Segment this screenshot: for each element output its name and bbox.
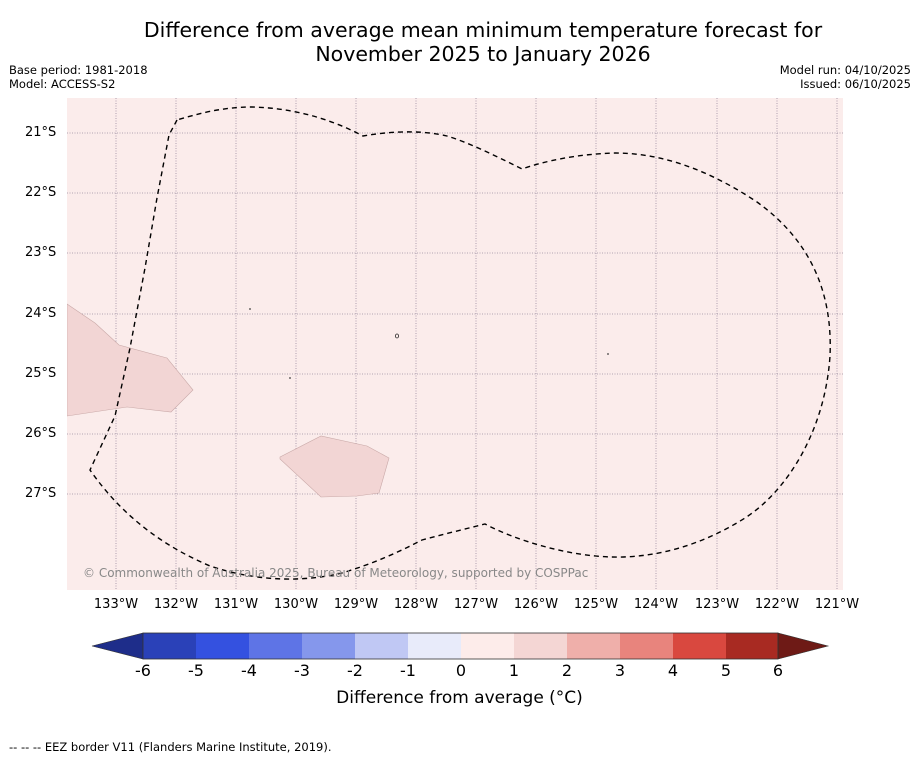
colorbar-seg-m5-m4 xyxy=(196,633,249,659)
cb-tick-m4: -4 xyxy=(241,661,257,680)
lon-label-131: 131°W xyxy=(213,597,259,612)
map-panel[interactable] xyxy=(66,98,843,590)
lon-label-129: 129°W xyxy=(333,597,379,612)
eez-legend: -- -- -- EEZ border V11 (Flanders Marine… xyxy=(9,740,332,754)
meta-left: Base period: 1981-2018 Model: ACCESS-S2 xyxy=(9,63,148,91)
lon-label-121: 121°W xyxy=(814,597,860,612)
lon-label-124: 124°W xyxy=(633,597,679,612)
colorbar-svg xyxy=(91,632,830,660)
lon-label-125: 125°W xyxy=(573,597,619,612)
lat-label-23: 23°S xyxy=(25,245,57,260)
lon-label-132: 132°W xyxy=(153,597,199,612)
lon-label-127: 127°W xyxy=(453,597,499,612)
cb-tick-6: 6 xyxy=(772,661,784,680)
cb-tick-m1: -1 xyxy=(400,661,416,680)
lon-label-123: 123°W xyxy=(694,597,740,612)
meta-right: Model run: 04/10/2025 Issued: 06/10/2025 xyxy=(780,63,911,91)
lat-label-21: 21°S xyxy=(25,125,57,140)
lon-label-128: 128°W xyxy=(393,597,439,612)
title-line-1: Difference from average mean minimum tem… xyxy=(143,18,823,42)
cb-tick-3: 3 xyxy=(614,661,626,680)
issued-date: Issued: 06/10/2025 xyxy=(800,77,911,91)
lon-label-130: 130°W xyxy=(273,597,319,612)
lat-gridlines xyxy=(67,132,843,495)
colorbar-seg-4-5 xyxy=(673,633,726,659)
model-name: Model: ACCESS-S2 xyxy=(9,77,116,91)
colorbar-frame xyxy=(142,632,779,660)
lat-label-27: 27°S xyxy=(25,486,57,501)
lon-label-133: 133°W xyxy=(93,597,139,612)
colorbar-extend-high xyxy=(777,632,830,660)
cb-tick-m2: -2 xyxy=(347,661,363,680)
cb-tick-m6: -6 xyxy=(135,661,151,680)
colorbar-label: Difference from average (°C) xyxy=(336,688,583,708)
cb-tick-5: 5 xyxy=(720,661,732,680)
cb-tick-0: 0 xyxy=(455,661,467,680)
lat-label-25: 25°S xyxy=(25,366,57,381)
chart-title: Difference from average mean minimum tem… xyxy=(0,18,919,66)
model-run: Model run: 04/10/2025 xyxy=(779,63,911,77)
colorbar-seg-m2-m1 xyxy=(355,633,408,659)
colorbar-seg-2-3 xyxy=(567,633,620,659)
colorbar-seg-m3-m2 xyxy=(302,633,355,659)
colorbar-seg-m6-m5 xyxy=(143,633,196,659)
cb-tick-m3: -3 xyxy=(294,661,310,680)
lon-label-126: 126°W xyxy=(513,597,559,612)
colorbar-seg-m4-m3 xyxy=(249,633,302,659)
anomaly-patch-west xyxy=(66,303,194,417)
colorbar-extend-low xyxy=(91,632,144,660)
lon-gridlines xyxy=(115,98,838,590)
lat-label-26: 26°S xyxy=(25,426,57,441)
cb-tick-4: 4 xyxy=(667,661,679,680)
lat-label-24: 24°S xyxy=(25,306,57,321)
island-4 xyxy=(394,333,399,339)
lon-label-122: 122°W xyxy=(754,597,800,612)
title-line-2: November 2025 to January 2026 xyxy=(315,42,651,66)
cb-tick-1: 1 xyxy=(508,661,520,680)
anomaly-patch-south xyxy=(279,435,390,498)
cb-tick-m5: -5 xyxy=(188,661,204,680)
colorbar-seg-0-1 xyxy=(461,633,514,659)
copyright-notice: © Commonwealth of Australia 2025, Bureau… xyxy=(83,566,589,580)
lat-label-22: 22°S xyxy=(25,185,57,200)
eez-border xyxy=(89,106,831,580)
base-period: Base period: 1981-2018 xyxy=(9,63,148,77)
colorbar-seg-1-2 xyxy=(514,633,567,659)
colorbar xyxy=(90,630,830,666)
map-svg xyxy=(66,98,843,590)
cb-tick-2: 2 xyxy=(561,661,573,680)
colorbar-seg-m1-0 xyxy=(408,633,461,659)
colorbar-seg-3-4 xyxy=(620,633,673,659)
colorbar-seg-5-6 xyxy=(726,633,778,659)
